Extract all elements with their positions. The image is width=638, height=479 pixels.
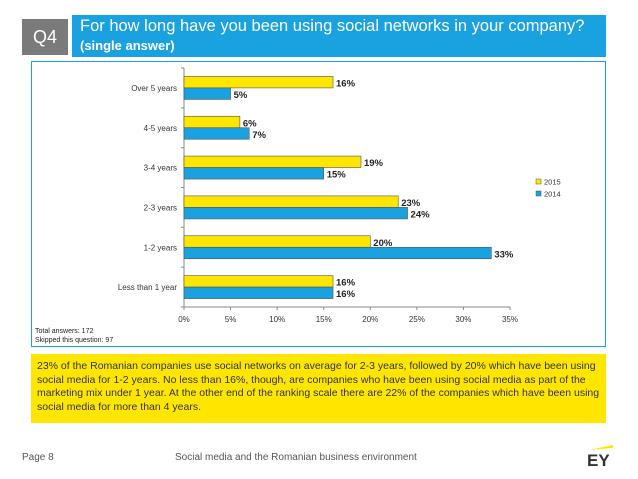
- bar-chart: 0% 5% 10% 15% 20% 25% 30% 35% Over 5 years 16% 5% 4…: [118, 67, 561, 324]
- bar-2015: [183, 115, 241, 129]
- page-number: Page 8: [22, 452, 54, 463]
- bar-2015: [183, 235, 371, 248]
- question-badge: Q4: [22, 19, 68, 55]
- bar-2015: [183, 195, 399, 208]
- bar-2014: [183, 167, 325, 180]
- legend-label-2014: 2014: [544, 190, 561, 199]
- bar-2014: [183, 87, 231, 100]
- skipped-note: Skipped this question: 97: [35, 337, 114, 344]
- x-tick-label: 30%: [455, 315, 471, 324]
- bar-2015: [183, 275, 334, 288]
- data-label-2014: 16%: [336, 289, 356, 300]
- bar-2014: [183, 127, 250, 140]
- category-label: Over 5 years: [131, 84, 177, 93]
- ey-logo-text: EY: [587, 451, 610, 467]
- bar-2015: [183, 155, 362, 168]
- x-tick-label: 0%: [178, 315, 190, 324]
- data-label-2015: 16%: [336, 278, 356, 289]
- data-label-2015: 19%: [364, 158, 384, 169]
- response-notes: Total answers: 172 Skipped this question…: [35, 327, 113, 345]
- x-tick-label: 20%: [362, 315, 378, 324]
- data-label-2014: 7%: [252, 130, 266, 141]
- data-label-2014: 33%: [494, 249, 514, 260]
- data-label-2014: 15%: [327, 170, 347, 181]
- bar-2015: [183, 76, 334, 89]
- data-label-2015: 6%: [243, 118, 257, 129]
- ey-logo: EY: [587, 445, 613, 467]
- total-answers-note: Total answers: 172: [35, 328, 94, 335]
- title-note: (single answer): [80, 38, 175, 53]
- page-title: For how long have you been using social …: [80, 17, 585, 35]
- legend-swatch-2015: [535, 178, 542, 185]
- report-title: Social media and the Romanian business e…: [175, 452, 417, 463]
- data-label-2014: 5%: [234, 90, 248, 101]
- x-tick-label: 15%: [316, 315, 332, 324]
- legend-swatch-2014: [535, 190, 542, 197]
- data-label-2015: 16%: [336, 78, 356, 89]
- data-label-2015: 23%: [401, 198, 421, 209]
- category-label: 4-5 years: [144, 124, 177, 133]
- chart-frame: 0% 5% 10% 15% 20% 25% 30% 35% Over 5 years 16% 5% 4…: [31, 61, 606, 347]
- x-tick-label: 25%: [409, 315, 425, 324]
- category-label: 2-3 years: [144, 203, 177, 212]
- summary-box: 23% of the Romanian companies use social…: [31, 354, 606, 423]
- bar-2014: [183, 207, 408, 220]
- category-label: 3-4 years: [144, 164, 177, 173]
- data-label-2015: 20%: [373, 238, 393, 249]
- ey-logo-accent: [589, 445, 613, 450]
- x-tick-label: 10%: [269, 315, 285, 324]
- x-tick-label: 35%: [502, 315, 518, 324]
- data-label-2014: 24%: [411, 209, 431, 220]
- legend-label-2015: 2015: [544, 178, 561, 187]
- title-bar: For how long have you been using social …: [72, 15, 606, 57]
- bar-2014: [183, 246, 492, 260]
- bar-2014: [183, 286, 334, 299]
- category-label: Less than 1 year: [118, 283, 177, 292]
- category-label: 1-2 years: [144, 243, 177, 252]
- x-tick-label: 5%: [225, 315, 237, 324]
